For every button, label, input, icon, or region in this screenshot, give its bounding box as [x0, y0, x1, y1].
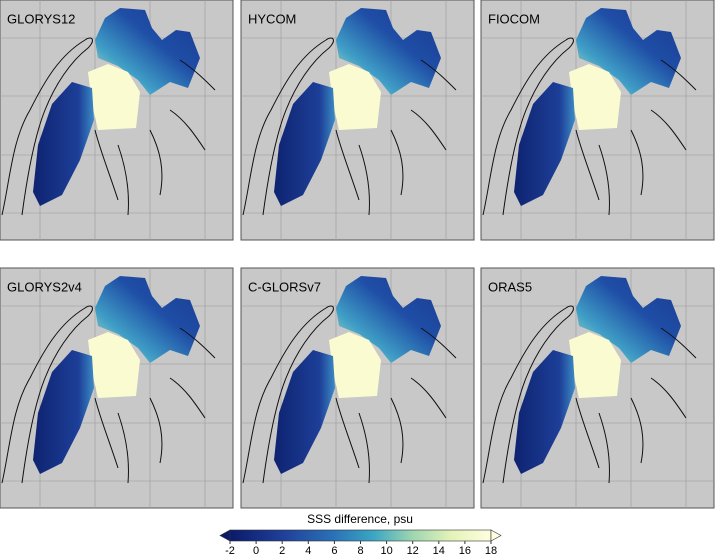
colorbar-tick-label: -2: [225, 545, 235, 557]
map: [240, 267, 475, 509]
colorbar-label: SSS difference, psu: [307, 512, 413, 526]
map-panel: FIOCOM: [480, 0, 715, 241]
map-panel: HYCOM: [240, 0, 475, 241]
panel-title: FIOCOM: [488, 11, 540, 26]
panel-title: GLORYS12: [7, 11, 75, 26]
colorbar-tick-label: 12: [407, 545, 419, 557]
colorbar-tick-label: 2: [279, 545, 285, 557]
map: [0, 0, 234, 241]
colorbar-tick-label: 14: [433, 545, 445, 557]
map-panel: GLORYS12: [0, 0, 234, 241]
map: [0, 267, 234, 509]
colorbar-tick-label: 18: [485, 545, 497, 557]
panel-title: C-GLORSv7: [248, 279, 321, 294]
map-panel: GLORYS2v4: [0, 267, 234, 509]
colorbar-tick-label: 8: [357, 545, 363, 557]
colorbar-extend-low: [219, 529, 231, 542]
panel-title: HYCOM: [248, 11, 296, 26]
map: [480, 267, 715, 509]
colorbar-tick-label: 4: [305, 545, 311, 557]
map: [240, 0, 475, 241]
colorbar-extend-high: [490, 529, 502, 542]
map: [480, 0, 715, 241]
panel-title: ORAS5: [488, 279, 532, 294]
panel-title: GLORYS2v4: [7, 279, 82, 294]
panels: GLORYS12 HYCOM FIOCOM GLORYS2v4 C-GLORSv7 ORA…: [0, 0, 715, 509]
colorbar: SSS difference, psu -2 0 2 4 6 8 10 12 14 16 18: [219, 512, 502, 557]
colorbar-tick-label: 0: [253, 545, 259, 557]
map-panel: ORAS5: [480, 267, 715, 509]
colorbar-tick-label: 16: [459, 545, 471, 557]
colorbar-tick-label: 6: [331, 545, 337, 557]
colorbar-ramp: [229, 529, 492, 542]
map-panel: C-GLORSv7: [240, 267, 475, 509]
colorbar-tick-label: 10: [380, 545, 392, 557]
